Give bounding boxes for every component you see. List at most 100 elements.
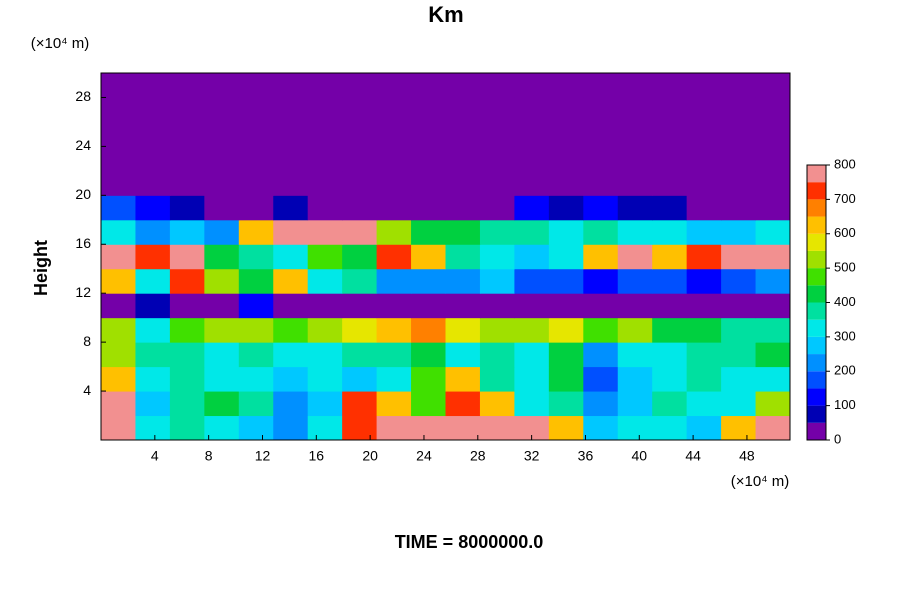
heat-cell bbox=[169, 170, 205, 196]
heat-cell bbox=[135, 146, 171, 172]
heat-cell bbox=[583, 317, 619, 343]
heat-cell bbox=[548, 342, 584, 368]
x-tick-label: 48 bbox=[739, 448, 755, 464]
heat-cell bbox=[376, 268, 412, 294]
heat-cell bbox=[135, 415, 171, 441]
chart-title: Km bbox=[428, 2, 463, 27]
heat-cell bbox=[101, 366, 136, 392]
heat-cell bbox=[307, 121, 343, 147]
heat-cell bbox=[204, 97, 240, 123]
heat-cell bbox=[514, 293, 550, 319]
y-tick-label: 4 bbox=[83, 382, 91, 398]
heat-cell bbox=[307, 244, 343, 270]
heat-cell bbox=[238, 244, 274, 270]
heat-cell bbox=[514, 342, 550, 368]
heat-cell bbox=[238, 366, 274, 392]
heat-cell bbox=[445, 170, 481, 196]
heat-cell bbox=[514, 244, 550, 270]
heat-cell bbox=[755, 146, 791, 172]
heat-cell bbox=[169, 342, 205, 368]
heat-cell bbox=[652, 195, 688, 221]
heat-cell bbox=[101, 97, 136, 123]
heat-cell bbox=[101, 146, 136, 172]
heat-cell bbox=[617, 195, 653, 221]
heat-cell bbox=[376, 415, 412, 441]
heat-cell bbox=[204, 293, 240, 319]
heat-cell bbox=[169, 366, 205, 392]
heat-cell bbox=[617, 170, 653, 196]
heat-cell bbox=[135, 268, 171, 294]
heat-cell bbox=[583, 195, 619, 221]
heat-cell bbox=[652, 170, 688, 196]
heat-cell bbox=[479, 170, 515, 196]
heat-cell bbox=[204, 391, 240, 417]
heat-cell bbox=[583, 146, 619, 172]
heat-cell bbox=[411, 244, 446, 270]
heat-cell bbox=[204, 342, 240, 368]
heat-cell bbox=[411, 195, 446, 221]
heat-cell bbox=[307, 342, 343, 368]
heat-cell bbox=[238, 73, 274, 98]
heat-cell bbox=[686, 170, 722, 196]
heat-cell bbox=[755, 244, 791, 270]
heat-cell bbox=[101, 121, 136, 147]
heat-cell bbox=[479, 73, 515, 98]
colorbar-swatch bbox=[807, 250, 826, 269]
heat-cell bbox=[686, 366, 722, 392]
heat-cell bbox=[479, 146, 515, 172]
heat-cell bbox=[169, 121, 205, 147]
heat-cell bbox=[411, 293, 446, 319]
colorbar-swatch bbox=[807, 216, 826, 234]
heat-cell bbox=[479, 366, 515, 392]
heat-cell bbox=[514, 391, 550, 417]
heat-cell bbox=[135, 97, 171, 123]
heat-cell bbox=[686, 146, 722, 172]
heat-cell bbox=[135, 342, 171, 368]
heat-cell bbox=[169, 244, 205, 270]
heat-cell bbox=[307, 97, 343, 123]
colorbar-swatch bbox=[807, 302, 826, 320]
heat-cell bbox=[686, 317, 722, 343]
heat-cell bbox=[652, 317, 688, 343]
heat-cell bbox=[101, 391, 136, 417]
heat-cell bbox=[376, 244, 412, 270]
heat-cell bbox=[238, 391, 274, 417]
y-tick-label: 12 bbox=[75, 284, 91, 300]
heat-cell bbox=[307, 293, 343, 319]
heat-cell bbox=[238, 97, 274, 123]
colorbar-tick-label: 100 bbox=[834, 397, 856, 412]
colorbar-tick-label: 600 bbox=[834, 225, 856, 240]
heat-cell bbox=[342, 268, 378, 294]
x-tick-label: 12 bbox=[255, 448, 271, 464]
heat-cell bbox=[307, 73, 343, 98]
heat-cell bbox=[479, 244, 515, 270]
colorbar-tick-label: 300 bbox=[834, 328, 856, 343]
heat-cell bbox=[755, 170, 791, 196]
heat-cell bbox=[204, 244, 240, 270]
colorbar-tick-label: 500 bbox=[834, 260, 856, 275]
heat-cell bbox=[686, 195, 722, 221]
heat-cell bbox=[307, 195, 343, 221]
colorbar-swatch bbox=[807, 371, 826, 389]
heat-cell bbox=[755, 121, 791, 147]
heat-cell bbox=[238, 342, 274, 368]
y-tick-label: 28 bbox=[75, 88, 91, 104]
heat-cell bbox=[238, 170, 274, 196]
heat-cell bbox=[307, 170, 343, 196]
heat-cell bbox=[514, 170, 550, 196]
heat-cell bbox=[617, 293, 653, 319]
heat-cell bbox=[617, 342, 653, 368]
heat-cell bbox=[273, 121, 309, 147]
heat-cell bbox=[342, 73, 378, 98]
heat-cell bbox=[204, 170, 240, 196]
heat-cell bbox=[204, 317, 240, 343]
heat-cell bbox=[411, 342, 446, 368]
heat-cell bbox=[342, 391, 378, 417]
heat-cell bbox=[755, 195, 791, 221]
heat-cell bbox=[479, 268, 515, 294]
heat-cell bbox=[135, 391, 171, 417]
heat-cell bbox=[411, 268, 446, 294]
x-tick-label: 36 bbox=[578, 448, 594, 464]
heat-cell bbox=[686, 219, 722, 245]
